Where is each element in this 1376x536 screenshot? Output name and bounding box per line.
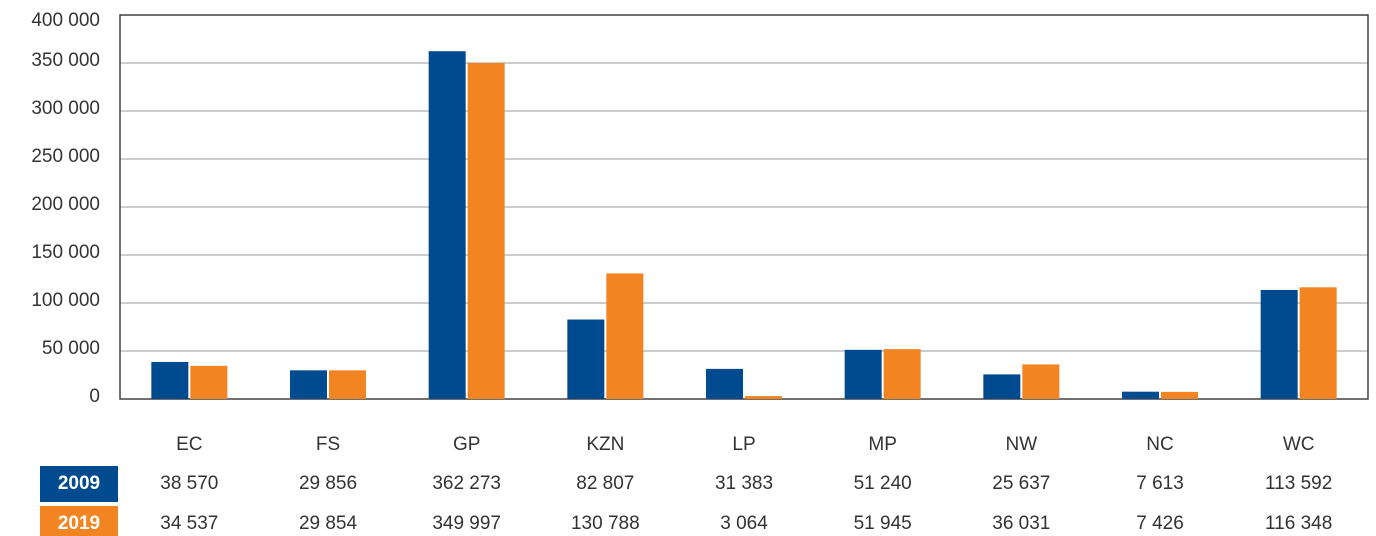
legend-label: 2019: [58, 513, 100, 534]
y-tick-label: 300 000: [31, 98, 100, 119]
table-value: 25 637: [992, 473, 1050, 494]
plot-frame: [119, 14, 1369, 400]
y-tick-label: 250 000: [31, 146, 100, 167]
bar: [706, 368, 743, 399]
table-value: 36 031: [992, 513, 1050, 534]
bar: [844, 349, 882, 399]
bar: [883, 349, 921, 399]
x-tick-label: FS: [316, 434, 340, 455]
bar: [1260, 289, 1298, 399]
x-tick-label: NC: [1146, 434, 1173, 455]
legend-label: 2009: [58, 473, 100, 494]
x-tick-label: EC: [176, 434, 202, 455]
bar: [745, 396, 782, 399]
bar: [1122, 391, 1159, 399]
bar: [1299, 287, 1337, 399]
y-tick-label: 200 000: [31, 194, 100, 215]
x-tick-label: WC: [1283, 434, 1315, 455]
bar: [567, 319, 605, 399]
bar: [983, 374, 1021, 399]
table-value: 51 240: [854, 473, 912, 494]
legend-swatch: [40, 506, 118, 536]
table-value: 349 997: [432, 513, 501, 534]
bar: [1022, 364, 1060, 399]
bar: [467, 63, 505, 400]
table-value: 38 570: [160, 473, 218, 494]
bar: [290, 370, 327, 399]
bar: [428, 51, 466, 399]
table-value: 113 592: [1265, 473, 1332, 494]
bar: [151, 361, 189, 399]
legend-swatch: [40, 466, 118, 502]
x-tick-label: KZN: [586, 434, 624, 455]
bar: [1161, 391, 1198, 399]
table-value: 7 426: [1136, 513, 1184, 534]
table-value: 29 854: [299, 513, 358, 534]
table-value: 31 383: [715, 473, 773, 494]
y-tick-label: 50 000: [42, 338, 100, 359]
table-value: 3 064: [720, 513, 768, 534]
table-value: 7 613: [1136, 473, 1184, 494]
bar: [190, 365, 228, 399]
table-value: 29 856: [299, 473, 357, 494]
bar: [606, 273, 644, 399]
x-tick-label: MP: [868, 434, 897, 455]
table-value: 130 788: [571, 513, 640, 534]
y-tick-label: 150 000: [31, 242, 100, 263]
table-value: 34 537: [160, 513, 218, 534]
y-tick-label: 0: [89, 386, 100, 407]
table-value: 116 348: [1265, 513, 1332, 534]
bar: [329, 370, 366, 399]
x-tick-label: GP: [453, 434, 480, 455]
table-value: 362 273: [432, 473, 501, 494]
table-value: 82 807: [576, 473, 634, 494]
x-tick-label: NW: [1006, 434, 1038, 455]
table-value: 51 945: [854, 513, 912, 534]
x-tick-label: LP: [732, 434, 755, 455]
y-tick-label: 400 000: [31, 10, 100, 31]
y-tick-label: 100 000: [31, 290, 100, 311]
y-tick-label: 350 000: [31, 50, 100, 71]
